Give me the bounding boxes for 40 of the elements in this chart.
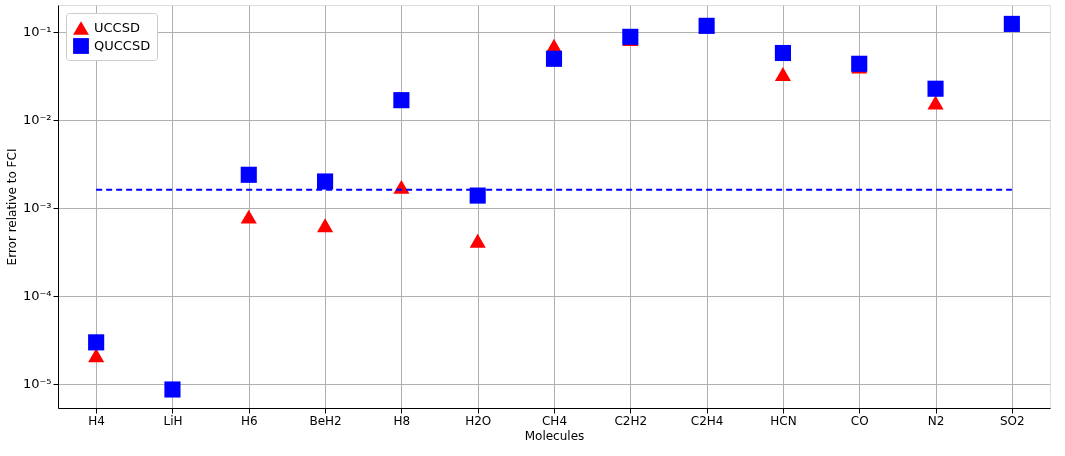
- legend-label: UCCSD: [94, 20, 140, 35]
- point: [164, 381, 181, 398]
- x-tick-label: H6: [240, 413, 258, 428]
- y-tick-label: 10⁻⁵: [22, 376, 52, 392]
- point: [622, 28, 639, 45]
- x-tick-label: LiH: [163, 413, 183, 428]
- point: [469, 233, 486, 248]
- legend-label: QUCCSD: [94, 38, 151, 53]
- y-tick-label: 10⁻⁴: [22, 288, 52, 304]
- point: [88, 348, 105, 363]
- x-tick-label: N2: [927, 413, 945, 428]
- y-tick-label: 10⁻¹: [22, 24, 52, 40]
- x-tick-label: BeH2: [309, 413, 342, 428]
- point: [545, 50, 563, 67]
- x-tick-label: HCN: [770, 413, 797, 428]
- x-tick-label: CO: [850, 413, 869, 428]
- point: [927, 95, 944, 110]
- point: [317, 218, 334, 233]
- point: [393, 92, 410, 109]
- point: [927, 80, 944, 97]
- y-tick-label: 10⁻²: [22, 112, 52, 128]
- point: [240, 166, 257, 183]
- x-tick-label: H8: [393, 413, 411, 428]
- x-tick-label: C2H2: [614, 413, 648, 428]
- point: [469, 187, 486, 204]
- x-tick-label: CH4: [541, 413, 568, 428]
- x-axis-title: Molecules: [524, 428, 585, 443]
- x-tick-label: SO2: [999, 413, 1025, 428]
- x-tick-label: H2O: [465, 413, 492, 428]
- point: [774, 66, 791, 81]
- point: [774, 44, 791, 62]
- y-axis-title: Error relative to FCI: [4, 148, 19, 266]
- point: [88, 334, 105, 351]
- x-tick-label: H4: [88, 413, 105, 428]
- point: [317, 173, 334, 190]
- point: [240, 209, 257, 224]
- point: [1003, 15, 1020, 32]
- point: [851, 55, 868, 72]
- x-tick-label: C2H4: [690, 413, 724, 428]
- y-tick-label: 10⁻³: [22, 200, 52, 216]
